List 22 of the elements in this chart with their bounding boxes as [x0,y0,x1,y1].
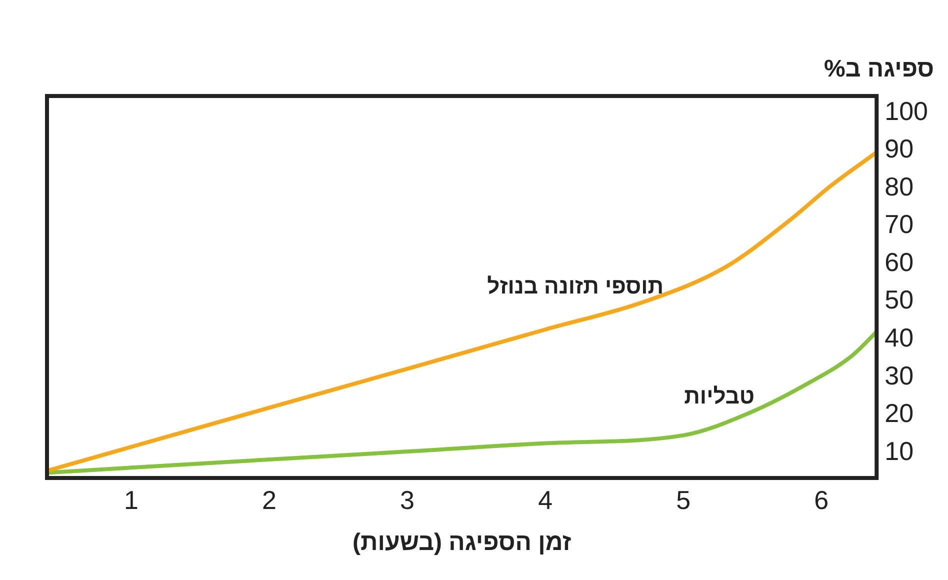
y-tick-label: 60 [884,246,914,277]
y-tick-label: 10 [884,436,914,466]
x-tick-label: 5 [676,484,691,515]
line-series [47,330,877,475]
series-label: תוספי תזונה בנוזל [487,274,664,299]
x-tick-label: 1 [124,484,138,515]
x-tick-label: 4 [538,484,553,515]
y-tick-label: 30 [884,360,914,390]
series-label: טבליות [684,383,755,408]
x-axis-title: זמן הספיגה (בשעות) [352,529,572,556]
y-tick-label: 40 [884,322,914,353]
y-tick-label: 70 [884,209,914,240]
line-series [47,150,877,473]
x-tick-label: 6 [814,484,829,515]
x-tick-label: 2 [262,484,276,515]
y-tick-label: 90 [884,134,914,164]
y-axis-title: ספיגה ב% [824,56,934,83]
y-tick-label: 100 [884,96,928,126]
y-tick-label: 20 [884,398,914,428]
y-tick-label: 80 [884,171,914,202]
x-tick-label: 3 [400,484,415,515]
y-tick-label: 50 [884,284,914,315]
